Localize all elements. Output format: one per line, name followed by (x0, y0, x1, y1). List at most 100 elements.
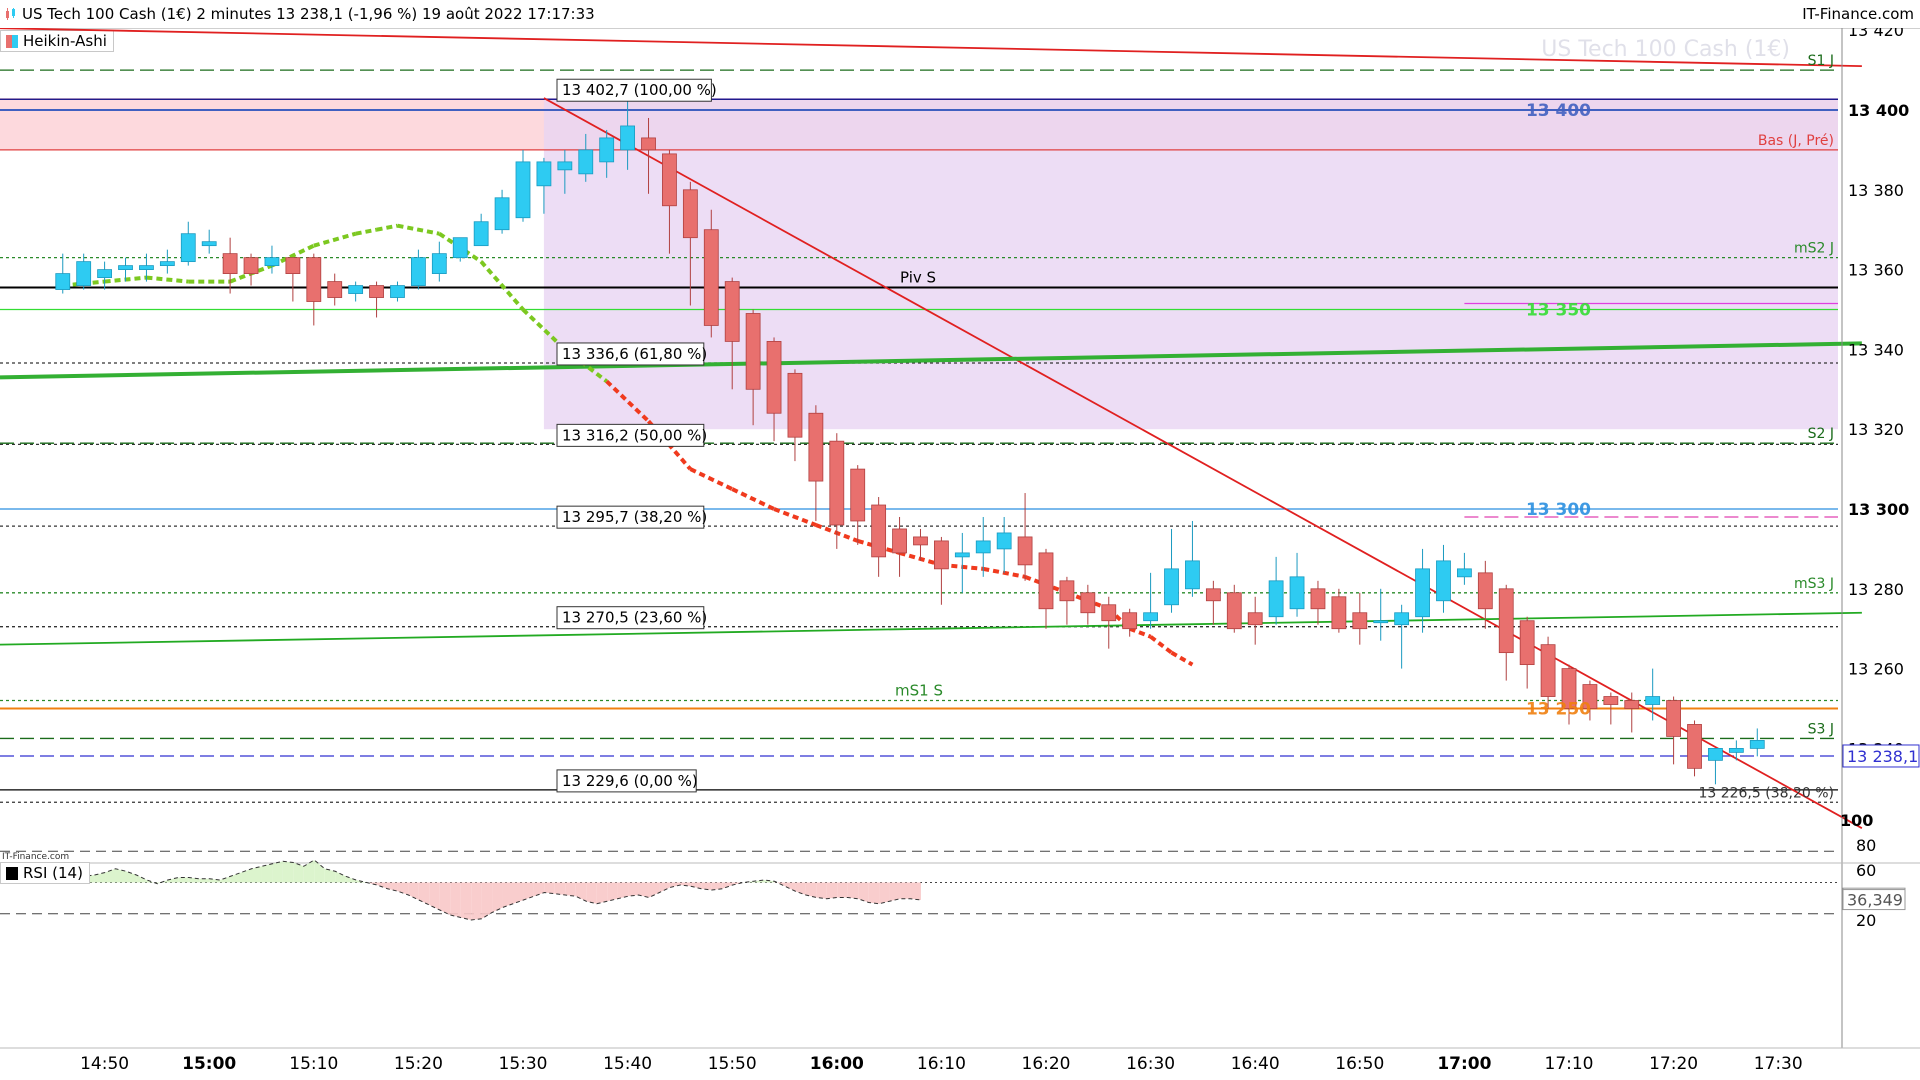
candle-47 (1038, 548, 1054, 629)
candle-body-34 (766, 341, 782, 414)
round-label-2: 13 400 (1526, 101, 1591, 121)
candle-62 (1352, 592, 1368, 645)
fibo-label-box-15 (556, 606, 705, 630)
candle-64 (1394, 604, 1410, 669)
candle-body-71 (1540, 644, 1556, 697)
candle-body-10 (264, 257, 280, 267)
candle-52 (1143, 572, 1158, 629)
rsi-tick-0: 100 (1840, 811, 1873, 830)
time-tick-4: 15:30 (499, 1054, 548, 1074)
fibo-label-box-13 (556, 505, 705, 529)
candle-30 (682, 181, 698, 306)
time-tick-6: 15:50 (708, 1054, 757, 1074)
time-axis[interactable]: 14:50 15:00 15:10 15:20 15:30 15:40 15:50 16:00… (0, 1047, 1920, 1074)
rsi-fill-17 (230, 872, 242, 883)
ma-segment-18 (773, 507, 817, 527)
candle-body-25 (578, 149, 594, 175)
candle-body-40 (892, 528, 907, 554)
candle-body-4 (139, 265, 154, 271)
rsi-fill-16 (220, 876, 231, 883)
candle-18 (431, 241, 447, 282)
price-axis[interactable]: 13 260 13 280 13 300 13 320 13 340 13 360 13 3… (0, 28, 1920, 1048)
rsi-fill-7 (125, 871, 137, 883)
rsi-fill-80 (889, 882, 901, 902)
candle-body-48 (1059, 580, 1075, 602)
rsi-fill-39 (460, 882, 472, 920)
brand-link[interactable]: IT-Finance.com (1802, 5, 1914, 23)
chart-canvas[interactable]: US Tech 100 Cash (1€) S1 J 13 402,7 (100,… (0, 28, 1920, 1080)
candle-body-37 (829, 440, 845, 526)
candle-body-81 (1749, 740, 1765, 749)
rsi-fill-52 (596, 882, 608, 904)
fibo-label-15: 13 270,5 (23,60 %) (562, 609, 707, 627)
candle-body-6 (180, 233, 196, 263)
rsi-tick-2: 60 (1856, 861, 1876, 880)
rsi-fill-42 (492, 882, 503, 913)
rsi-fill-20 (261, 863, 273, 883)
ma-segment-2 (146, 275, 189, 284)
candle-body-43 (954, 552, 970, 558)
rsi-tick-3: 20 (1856, 911, 1876, 930)
trendline-2 (0, 341, 1862, 380)
candle-73 (1582, 680, 1598, 721)
rsi-fill-81 (900, 882, 911, 899)
candle-50 (1101, 596, 1117, 649)
candle-55 (1205, 580, 1221, 625)
rsi-fill-28 (345, 876, 357, 883)
candle-0 (55, 253, 71, 294)
candle-body-73 (1582, 684, 1598, 709)
round-label-11: 13 300 (1526, 500, 1591, 520)
candle-35 (787, 369, 803, 462)
candle-19 (452, 237, 468, 262)
candle-3 (118, 257, 133, 282)
price-tick-6: 13 380 (1848, 181, 1904, 200)
ma-segment-29 (1170, 650, 1194, 667)
level-label-3: Bas (J, Pré) (1758, 133, 1834, 149)
ma-segment-27 (1128, 626, 1152, 639)
candle-38 (850, 465, 866, 545)
candle-body-1 (76, 261, 92, 286)
time-tick-7: 16:00 (810, 1054, 864, 1074)
rsi-legend-label: RSI (14) (23, 864, 83, 882)
heikin-ashi-icon (6, 35, 18, 48)
fibo-label-20: 13 229,6 (0,00 %) (562, 772, 698, 790)
candle-body-36 (808, 412, 824, 482)
level-label-4: mS2 J (1794, 241, 1834, 257)
candle-body-56 (1226, 592, 1242, 630)
rsi-fill-36 (429, 882, 440, 910)
candle-57 (1247, 596, 1263, 645)
rsi-fill-15 (209, 878, 221, 883)
rsi-fill-49 (565, 882, 576, 897)
level-labels: S1 J 13 402,7 (100,00 %) 13 400 Bas (J, Pré… (556, 53, 1834, 801)
small-brand: IT-Finance.com (2, 852, 69, 862)
ma-segment-11 (479, 260, 525, 311)
level-label-16: mS1 S (895, 682, 943, 700)
rsi-fill-27 (335, 871, 346, 883)
candle-27 (620, 98, 635, 170)
rsi-fill-53 (607, 882, 618, 902)
candle-body-8 (222, 253, 238, 274)
rsi-fill-19 (251, 866, 262, 883)
price-legend[interactable]: Heikin-Ashi (0, 30, 114, 52)
candle-body-57 (1247, 612, 1263, 626)
time-tick-14: 17:10 (1545, 1054, 1594, 1074)
candle-40 (892, 516, 907, 577)
candle-body-68 (1477, 572, 1493, 610)
candle-36 (808, 405, 824, 521)
candle-41 (913, 528, 928, 561)
round-label-17: 13 250 (1526, 700, 1591, 720)
rsi-fill-43 (502, 882, 513, 908)
candle-33 (745, 309, 761, 426)
candle-15 (369, 281, 384, 318)
candle-body-53 (1164, 568, 1179, 606)
rsi-legend[interactable]: RSI (14) (0, 862, 90, 884)
candle-body-50 (1101, 604, 1117, 622)
rsi-tick-1: 80 (1856, 836, 1876, 855)
rsi-fill-61 (690, 882, 702, 889)
candle-81 (1749, 728, 1765, 757)
candle-body-39 (871, 504, 887, 558)
candle-13 (327, 273, 343, 306)
candle-56 (1226, 584, 1242, 633)
candle-body-29 (662, 153, 677, 207)
candle-8 (222, 237, 238, 294)
